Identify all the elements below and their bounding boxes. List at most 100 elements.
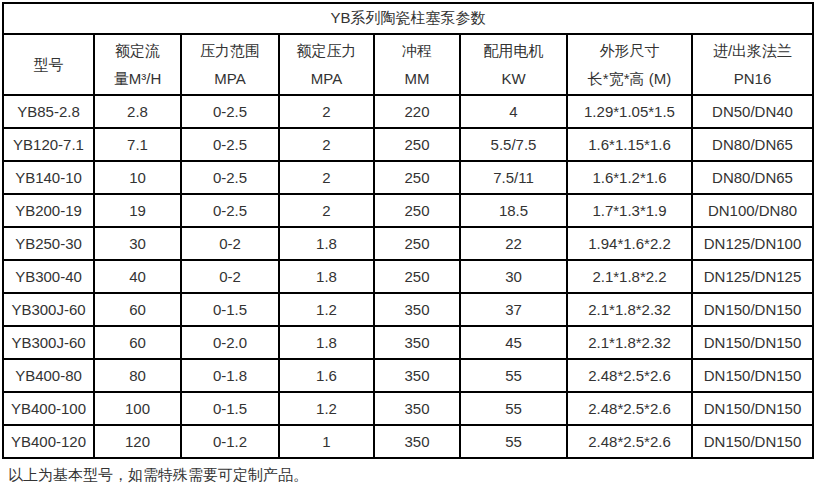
table-cell: DN125/DN100 bbox=[692, 227, 813, 260]
table-cell: 250 bbox=[374, 260, 460, 293]
table-cell: 1.29*1.05*1.5 bbox=[567, 95, 692, 128]
table-cell: 60 bbox=[94, 326, 181, 359]
table-cell: 2.48*2.5*2.6 bbox=[567, 359, 692, 392]
table-row: YB300J-60600-1.51.2350372.1*1.8*2.32DN15… bbox=[3, 293, 813, 326]
table-cell: 1.8 bbox=[279, 227, 374, 260]
column-header-1: 额定流量M³/H bbox=[94, 34, 181, 95]
table-cell: YB400-120 bbox=[3, 425, 94, 458]
table-cell: YB250-30 bbox=[3, 227, 94, 260]
table-row: YB250-30300-21.8250221.94*1.6*2.2DN125/D… bbox=[3, 227, 813, 260]
column-header-0: 型号 bbox=[3, 34, 94, 95]
table-cell: 0-2 bbox=[181, 260, 279, 293]
table-body: YB85-2.82.80-2.5222041.29*1.05*1.5DN50/D… bbox=[3, 95, 813, 458]
table-cell: DN150/DN150 bbox=[692, 359, 813, 392]
table-cell: 40 bbox=[94, 260, 181, 293]
table-cell: 0-2 bbox=[181, 227, 279, 260]
footnote: 以上为基本型号，如需特殊需要可定制产品。 bbox=[8, 466, 308, 485]
table-cell: 30 bbox=[460, 260, 567, 293]
table-cell: 1.2 bbox=[279, 293, 374, 326]
table-cell: 2 bbox=[279, 128, 374, 161]
table-cell: 2.48*2.5*2.6 bbox=[567, 425, 692, 458]
table-row: YB140-10100-2.522507.5/111.6*1.2*1.6DN80… bbox=[3, 161, 813, 194]
table-cell: 120 bbox=[94, 425, 181, 458]
table-cell: DN150/DN150 bbox=[692, 326, 813, 359]
table-cell: 250 bbox=[374, 161, 460, 194]
column-header-7: 进/出浆法兰PN16 bbox=[692, 34, 813, 95]
table-cell: DN150/DN150 bbox=[692, 425, 813, 458]
table-cell: 1.94*1.6*2.2 bbox=[567, 227, 692, 260]
table-cell: 22 bbox=[460, 227, 567, 260]
table-cell: 250 bbox=[374, 194, 460, 227]
table-cell: 18.5 bbox=[460, 194, 567, 227]
table-cell: 0-2.5 bbox=[181, 128, 279, 161]
table-cell: YB400-100 bbox=[3, 392, 94, 425]
table-cell: 10 bbox=[94, 161, 181, 194]
table-cell: 350 bbox=[374, 326, 460, 359]
table-cell: 100 bbox=[94, 392, 181, 425]
table-header-row: 型号额定流量M³/H压力范围MPA额定压力MPA冲程MM配用电机KW外形尺寸长*… bbox=[3, 34, 813, 95]
table-cell: YB400-80 bbox=[3, 359, 94, 392]
table-cell: DN150/DN150 bbox=[692, 293, 813, 326]
pump-specs-table: YB系列陶瓷柱塞泵参数 型号额定流量M³/H压力范围MPA额定压力MPA冲程MM… bbox=[2, 2, 814, 459]
table-cell: 350 bbox=[374, 359, 460, 392]
table-cell: 7.1 bbox=[94, 128, 181, 161]
table-cell: 2.1*1.8*2.32 bbox=[567, 293, 692, 326]
column-header-3: 额定压力MPA bbox=[279, 34, 374, 95]
table-cell: YB85-2.8 bbox=[3, 95, 94, 128]
table-cell: 19 bbox=[94, 194, 181, 227]
table-cell: 2.1*1.8*2.32 bbox=[567, 326, 692, 359]
table-cell: YB200-19 bbox=[3, 194, 94, 227]
table-cell: 7.5/11 bbox=[460, 161, 567, 194]
table-cell: 1 bbox=[279, 425, 374, 458]
table-cell: 45 bbox=[460, 326, 567, 359]
table-cell: YB300-40 bbox=[3, 260, 94, 293]
table-cell: 350 bbox=[374, 293, 460, 326]
table-row: YB200-19190-2.5225018.51.7*1.3*1.9DN100/… bbox=[3, 194, 813, 227]
table-cell: 0-1.8 bbox=[181, 359, 279, 392]
table-cell: 0-1.5 bbox=[181, 392, 279, 425]
table-cell: 350 bbox=[374, 392, 460, 425]
table-cell: 55 bbox=[460, 392, 567, 425]
table-cell: 0-2.0 bbox=[181, 326, 279, 359]
table-cell: 250 bbox=[374, 128, 460, 161]
table-cell: 0-2.5 bbox=[181, 95, 279, 128]
table-cell: YB300J-60 bbox=[3, 326, 94, 359]
table-row: YB400-80800-1.81.6350552.48*2.5*2.6DN150… bbox=[3, 359, 813, 392]
column-header-5: 配用电机KW bbox=[460, 34, 567, 95]
table-cell: 2 bbox=[279, 161, 374, 194]
column-header-4: 冲程MM bbox=[374, 34, 460, 95]
table-cell: 2 bbox=[279, 95, 374, 128]
table-cell: 2.8 bbox=[94, 95, 181, 128]
table-cell: 0-2.5 bbox=[181, 194, 279, 227]
table-cell: 37 bbox=[460, 293, 567, 326]
table-title: YB系列陶瓷柱塞泵参数 bbox=[3, 3, 813, 34]
pump-spec-sheet: YB系列陶瓷柱塞泵参数 型号额定流量M³/H压力范围MPA额定压力MPA冲程MM… bbox=[2, 2, 814, 459]
table-cell: 1.2 bbox=[279, 392, 374, 425]
table-cell: 0-1.2 bbox=[181, 425, 279, 458]
table-cell: 2.1*1.8*2.2 bbox=[567, 260, 692, 293]
table-cell: DN125/DN125 bbox=[692, 260, 813, 293]
table-title-row: YB系列陶瓷柱塞泵参数 bbox=[3, 3, 813, 34]
table-cell: 1.8 bbox=[279, 260, 374, 293]
table-cell: 2 bbox=[279, 194, 374, 227]
table-cell: YB140-10 bbox=[3, 161, 94, 194]
table-cell: DN80/DN65 bbox=[692, 128, 813, 161]
table-row: YB300-40400-21.8250302.1*1.8*2.2DN125/DN… bbox=[3, 260, 813, 293]
table-cell: 250 bbox=[374, 227, 460, 260]
table-row: YB400-1001000-1.51.2350552.48*2.5*2.6DN1… bbox=[3, 392, 813, 425]
table-cell: 80 bbox=[94, 359, 181, 392]
table-cell: 5.5/7.5 bbox=[460, 128, 567, 161]
table-row: YB85-2.82.80-2.5222041.29*1.05*1.5DN50/D… bbox=[3, 95, 813, 128]
table-cell: 1.6*1.15*1.6 bbox=[567, 128, 692, 161]
table-row: YB300J-60600-2.01.8350452.1*1.8*2.32DN15… bbox=[3, 326, 813, 359]
table-cell: 350 bbox=[374, 425, 460, 458]
table-cell: 55 bbox=[460, 425, 567, 458]
table-cell: 220 bbox=[374, 95, 460, 128]
table-cell: 0-1.5 bbox=[181, 293, 279, 326]
table-cell: YB300J-60 bbox=[3, 293, 94, 326]
table-cell: 60 bbox=[94, 293, 181, 326]
table-cell: 1.7*1.3*1.9 bbox=[567, 194, 692, 227]
table-cell: 1.6*1.2*1.6 bbox=[567, 161, 692, 194]
column-header-6: 外形尺寸长*宽*高 (M) bbox=[567, 34, 692, 95]
table-cell: 0-2.5 bbox=[181, 161, 279, 194]
